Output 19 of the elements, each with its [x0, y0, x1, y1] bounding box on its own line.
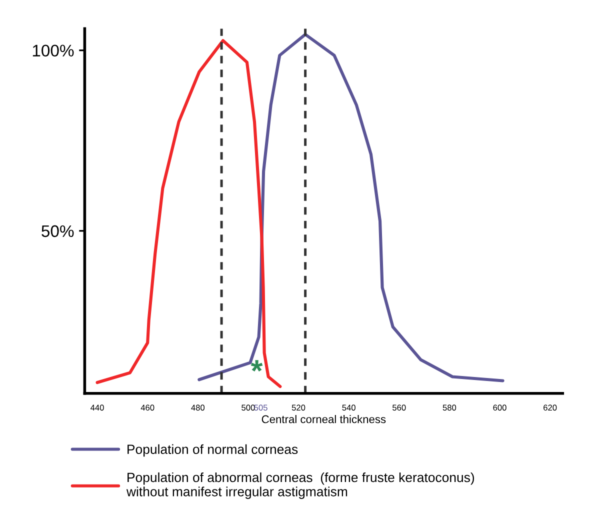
x-tick-label: 620 — [544, 404, 557, 411]
x-axis-title: Central corneal thickness — [262, 415, 386, 424]
x-tick-label: 560 — [392, 404, 406, 411]
line-series — [96, 39, 282, 388]
y-tick-label: 100% — [32, 44, 74, 57]
line-series — [198, 32, 504, 382]
x-tick-label: 540 — [342, 404, 356, 411]
legend-label: Population of normal corneas — [128, 444, 298, 457]
annotation: * — [250, 360, 263, 372]
x-tick-label: 460 — [140, 404, 154, 411]
x-tick-label: 500 — [242, 404, 255, 411]
x-tick-label: 440 — [90, 404, 104, 411]
x-tick-label: 480 — [191, 404, 205, 411]
y-tick-label: 50% — [42, 225, 74, 238]
x-tick-label: 600 — [493, 404, 506, 411]
x-tick-label: 505 — [254, 404, 268, 411]
x-tick-label: 520 — [292, 404, 306, 411]
x-tick-label: 580 — [442, 404, 456, 411]
legend-label: Population of abnormal corneas (forme fruste keratoconus) without manifest irregular astigmatism — [126, 472, 474, 499]
